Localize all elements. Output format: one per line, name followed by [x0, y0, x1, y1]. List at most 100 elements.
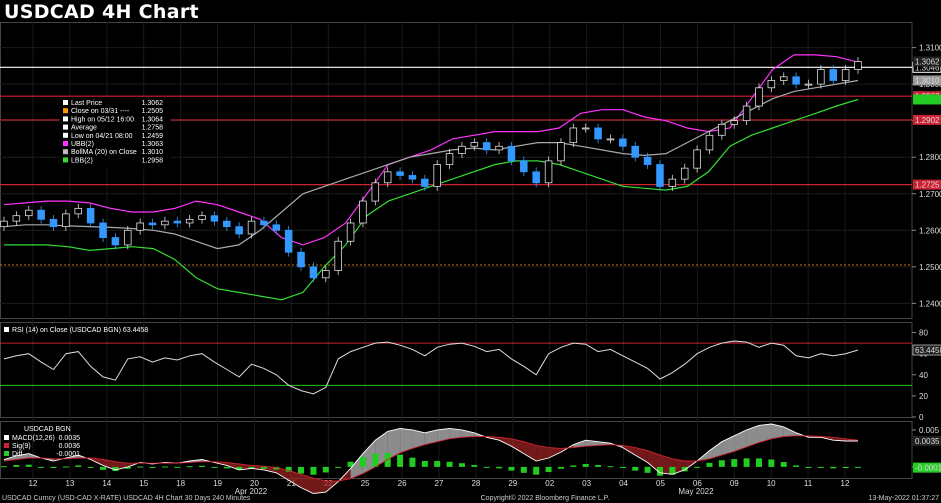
- footer-left: USDCAD Curncy (USD-CAD X-RATE) USDCAD 4H…: [2, 495, 251, 502]
- x-tick-label: 13: [65, 479, 74, 488]
- macd-diff-bar: [421, 460, 428, 467]
- macd-fill: [288, 470, 301, 488]
- candle-body: [173, 220, 182, 224]
- x-tick-label: 18: [176, 479, 185, 488]
- macd-fill: [400, 428, 413, 453]
- candle-body: [124, 229, 132, 246]
- candle-body: [792, 76, 800, 85]
- candle-body: [804, 83, 813, 86]
- candle-body: [223, 220, 231, 228]
- rsi-legend-label: RSI (14) on Close (USDCAD BGN) 63.4458: [12, 327, 148, 334]
- y-tick-label: 1.2800: [919, 153, 941, 162]
- macd-diff-bar: [137, 466, 144, 468]
- y-tick-label: 20: [919, 392, 928, 401]
- macd-diff-bar: [607, 466, 614, 468]
- legend-swatch: [63, 124, 68, 130]
- macd-fill: [783, 426, 797, 437]
- macd-diff-bar: [755, 458, 762, 467]
- macd-diff-bar: [112, 466, 119, 471]
- macd-signal-line: [3, 435, 859, 482]
- lower-bollinger-band: [4, 98, 859, 301]
- macd-diff-bar: [793, 465, 800, 467]
- macd-fill: [771, 424, 784, 439]
- macd-legend-value: -0.0001: [56, 451, 80, 458]
- candle-body: [334, 240, 342, 271]
- candle-body: [718, 123, 726, 136]
- macd-fill: [313, 478, 326, 494]
- x-tick-label: 15: [139, 479, 148, 488]
- candle-body: [569, 127, 578, 143]
- candle-body: [86, 207, 95, 224]
- candle-body: [841, 69, 850, 81]
- legend-value: 1.2505: [142, 108, 164, 115]
- candle-body: [482, 142, 491, 151]
- macd-fill: [511, 438, 524, 454]
- candle-body: [383, 171, 392, 184]
- upper-bollinger-band: [3, 54, 859, 246]
- month-label: May 2022: [678, 487, 714, 496]
- macd-legend-label: Diff: [12, 451, 22, 458]
- macd-diff-bar: [731, 459, 738, 467]
- macd-legend-value: 0.0035: [59, 435, 81, 442]
- legend-label: UBB(2): [71, 141, 94, 148]
- rsi-legend-swatch: [4, 327, 9, 332]
- macd-fill: [449, 428, 462, 439]
- macd-diff-bar: [434, 460, 441, 467]
- y-tick-label: 0: [919, 413, 924, 422]
- macd-fill: [412, 429, 425, 449]
- macd-diff-bar: [161, 466, 168, 468]
- macd-fill: [424, 429, 438, 445]
- candle-body: [284, 229, 293, 253]
- x-tick-label: 26: [398, 479, 407, 488]
- macd-diff-bar: [842, 466, 849, 469]
- legend-value: 1.3063: [142, 141, 164, 148]
- macd-fill: [672, 458, 685, 475]
- macd-diff-bar: [780, 462, 787, 467]
- macd-fill: [647, 450, 660, 473]
- candle-body: [557, 142, 565, 162]
- candle-body: [594, 127, 602, 140]
- macd-diff-bar: [582, 463, 589, 467]
- macd-fill: [746, 425, 759, 447]
- macd-fill: [375, 431, 388, 467]
- y-tick-label: 1.3100: [919, 44, 941, 53]
- macd-fill: [226, 462, 240, 470]
- macd-legend-label: Sig(9): [12, 443, 31, 450]
- candle-body: [470, 142, 479, 147]
- legend-label: Average: [71, 125, 97, 132]
- price-label-box: [913, 75, 941, 86]
- y-tick-label: 0.005: [919, 426, 940, 435]
- candle-body: [606, 138, 615, 141]
- macd-fill: [573, 440, 586, 448]
- macd-diff-bar: [223, 466, 230, 469]
- macd-diff-bar: [199, 465, 206, 467]
- macd-diff-bar: [817, 466, 824, 468]
- price-label: 1.3010: [915, 76, 940, 85]
- macd-diff-bar: [855, 466, 861, 468]
- level-label-box: [913, 114, 941, 125]
- rsi-value-label: 63.4458: [915, 346, 941, 355]
- macd-diff-bar: [483, 466, 490, 468]
- macd-fill: [759, 424, 772, 443]
- macd-diff-bar: [236, 466, 243, 470]
- macd-fill: [523, 441, 537, 461]
- candle-body: [680, 167, 689, 180]
- candle-body: [371, 182, 380, 202]
- price-label-box: [913, 94, 941, 105]
- x-tick-label: 12: [29, 479, 38, 488]
- macd-legend-swatch: [4, 435, 9, 440]
- candle-body: [272, 224, 281, 231]
- y-tick-label: 40: [919, 371, 928, 380]
- macd-fill: [622, 445, 636, 456]
- month-label: Apr 2022: [235, 487, 268, 496]
- macd-fill: [734, 429, 747, 452]
- candle-body: [24, 209, 33, 217]
- legend-value: 1.3010: [142, 149, 164, 156]
- panel-frame: [0, 22, 913, 319]
- x-tick-label: 29: [508, 479, 517, 488]
- macd-diff-bar: [75, 465, 82, 467]
- candle-body: [433, 164, 441, 187]
- candle-body: [111, 237, 120, 246]
- macd-legend-value: 0.0036: [59, 443, 81, 450]
- macd-diff-bar: [656, 466, 663, 476]
